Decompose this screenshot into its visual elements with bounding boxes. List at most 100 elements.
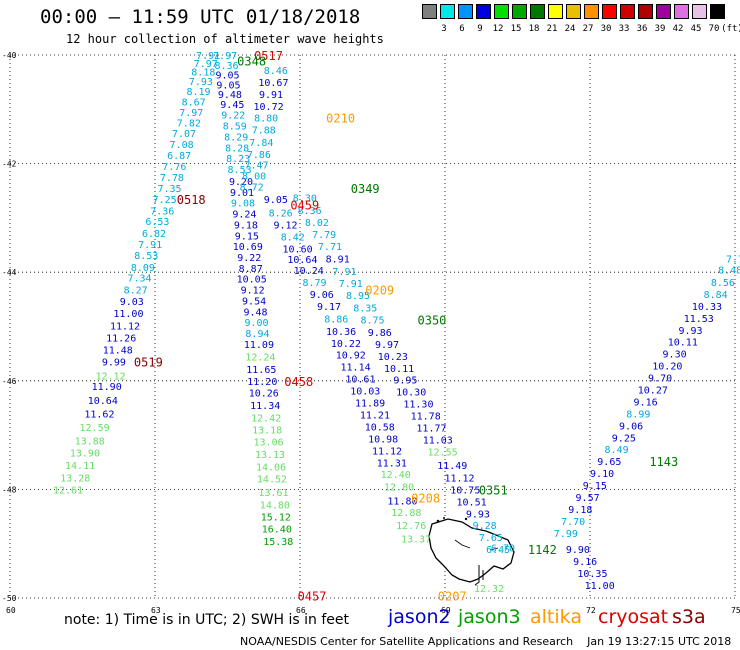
wave-height-label: 14.11 <box>65 461 95 472</box>
wave-height-label: 8.94 <box>245 329 269 340</box>
wave-height-label: 12.59 <box>80 423 110 434</box>
wave-height-label: 6.70 <box>491 543 515 554</box>
wave-height-label: 11.53 <box>684 314 714 325</box>
wave-height-label: 9.95 <box>393 376 417 387</box>
wave-height-label: 6.53 <box>145 217 169 228</box>
wave-height-label: 9.05 <box>215 71 239 82</box>
wave-height-label: 7.25 <box>153 195 177 206</box>
color-scale-label: 70 <box>708 24 720 34</box>
wave-height-label: 10.61 <box>345 375 375 386</box>
wave-height-label: 9.57 <box>576 493 600 504</box>
color-scale-swatch <box>476 4 491 19</box>
color-scale-swatch <box>440 4 455 19</box>
pass-time-label: 0350 <box>418 313 447 327</box>
y-tick-label: -44 <box>2 268 17 277</box>
wave-height-label: 8.19 <box>186 87 210 98</box>
wave-height-label: 8.23 <box>226 154 250 165</box>
wave-height-label: 7.47 <box>244 161 268 172</box>
color-scale-label: (ft) <box>721 24 740 34</box>
wave-height-label: 9.06 <box>310 290 334 301</box>
pass-time-label: 0518 <box>177 193 206 207</box>
wave-height-label: 8.49 <box>605 445 629 456</box>
y-tick-label: -46 <box>2 377 17 386</box>
wave-height-label: 11.62 <box>84 409 114 420</box>
wave-height-label: 10.05 <box>237 275 267 286</box>
wave-height-label: 10.23 <box>378 352 408 363</box>
wave-height-label: 9.28 <box>473 521 497 532</box>
wave-height-label: 7.65 <box>479 533 503 544</box>
pass-time-label: 0348 <box>237 54 266 68</box>
color-scale-label: 42 <box>672 24 684 34</box>
wave-height-label: 7.76 <box>162 162 186 173</box>
legend-entry-jason3: jason3 <box>458 606 521 628</box>
wave-height-label: 6.82 <box>142 229 166 240</box>
wave-height-label: 11.12 <box>444 473 474 484</box>
wave-height-label: 11.89 <box>355 399 385 410</box>
wave-height-label: 7.07 <box>172 129 196 140</box>
wave-height-label: 8.18 <box>191 67 215 78</box>
color-scale-label: 3 <box>441 24 447 34</box>
wave-height-label: 11.48 <box>103 345 133 356</box>
wave-height-label: 7.70 <box>561 517 585 528</box>
wave-height-label: 7.97 <box>179 108 203 119</box>
wave-height-label: 8.02 <box>305 218 329 229</box>
wave-height-label: 9.97 <box>375 340 399 351</box>
wave-height-label: 10.69 <box>233 242 263 253</box>
color-scale-label: 9 <box>477 24 483 34</box>
wave-height-label: 12.12 <box>95 371 125 382</box>
wave-height-label: 13.37 <box>401 534 431 545</box>
color-scale-label: 18 <box>528 24 540 34</box>
wave-height-label: 9.22 <box>237 253 261 264</box>
wave-height-label: 11.78 <box>411 412 441 423</box>
wave-height-label: 10.75 <box>450 485 480 496</box>
wave-height-label: 9.08 <box>231 199 255 210</box>
wave-height-label: 8.86 <box>324 314 348 325</box>
grid <box>9 54 736 599</box>
wave-height-label: 8.91 <box>326 255 350 266</box>
wave-height-label: 10.67 <box>258 78 288 89</box>
x-tick-label: 75 <box>731 606 740 615</box>
pass-time-label: 0519 <box>134 355 163 369</box>
x-tick-label: 72 <box>586 606 596 615</box>
wave-height-label: 13.06 <box>254 438 284 449</box>
wave-height-label: 9.93 <box>678 326 702 337</box>
wave-height-label: 8.75 <box>360 315 384 326</box>
color-scale-label: 21 <box>546 24 558 34</box>
color-scale-swatch <box>512 4 527 19</box>
color-scale-swatch <box>710 4 725 19</box>
wave-height-label: 7.34 <box>127 274 151 285</box>
wave-height-label: 10.60 <box>283 244 313 255</box>
wave-height-label: 10.64 <box>88 396 118 407</box>
wave-height-label: 10.27 <box>638 385 668 396</box>
legend-entry-s3a: s3a <box>672 606 706 628</box>
wave-height-label: 10.35 <box>577 569 607 580</box>
wave-height-label: 8.59 <box>223 122 247 133</box>
color-scale-label: 45 <box>690 24 702 34</box>
wave-height-label: 11.80 <box>387 496 417 507</box>
wave-height-label: 10.11 <box>668 338 698 349</box>
wave-height-label: 8.27 <box>124 286 148 297</box>
wave-height-label: 9.03 <box>120 297 144 308</box>
wave-height-label: 13.18 <box>252 426 282 437</box>
wave-height-label: 11.12 <box>372 446 402 457</box>
wave-height-label: 9.12 <box>241 286 265 297</box>
wave-height-label: 8.79 <box>302 278 326 289</box>
wave-height-label: 8.42 <box>281 232 305 243</box>
wave-height-label: 12.40 <box>381 470 411 481</box>
x-tick-label: 63 <box>151 606 161 615</box>
color-scale-label: 6 <box>459 24 465 34</box>
color-scale-swatch <box>602 4 617 19</box>
wave-height-label: 14.80 <box>260 501 290 512</box>
x-tick-label: 69 <box>441 606 451 615</box>
wave-height-label: 9.45 <box>220 100 244 111</box>
wave-height-label: 8.36 <box>298 206 322 217</box>
x-tick-label: 66 <box>296 606 306 615</box>
wave-height-label: 7.97 <box>194 59 218 70</box>
wave-height-label: 10.11 <box>384 364 414 375</box>
wave-height-label: 9.22 <box>221 111 245 122</box>
wave-height-label: 8.80 <box>254 113 278 124</box>
wave-height-label: 7.35 <box>157 184 181 195</box>
wave-height-label: 7.91 <box>332 267 356 278</box>
